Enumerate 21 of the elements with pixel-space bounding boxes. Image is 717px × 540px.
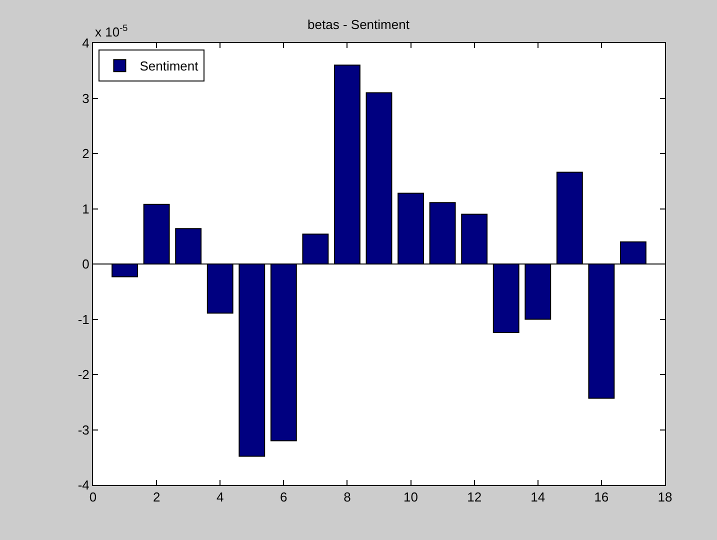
y-tick-label: 1	[82, 201, 90, 216]
text: x 10$^{-5}$	[95, 23, 128, 40]
chart-title: betas - Sentiment	[308, 17, 410, 32]
y-tick-label: -3	[78, 422, 90, 438]
y-tick-label: 3	[82, 90, 90, 106]
y-tick-label: 2	[82, 146, 90, 162]
y-tick-label: -2	[78, 367, 90, 382]
x-tick-label: 12	[467, 490, 482, 505]
legend-label: Sentiment	[140, 58, 199, 74]
x-tick-label: 4	[216, 490, 224, 505]
y-tick-label: -1	[78, 312, 90, 327]
x-tick-label: 6	[280, 490, 288, 505]
x-tick-label: 14	[530, 490, 546, 505]
x-tick-label: 2	[152, 490, 160, 505]
x-tick-label: 16	[594, 490, 609, 505]
x-tick-label: 18	[658, 490, 672, 505]
y-tick-label: 0	[82, 256, 90, 272]
x-tick-label: 10	[404, 490, 418, 505]
y-tick-label: 4	[82, 36, 90, 51]
x-tick-label: 8	[344, 490, 351, 505]
y-tick-label: -4	[78, 478, 90, 493]
